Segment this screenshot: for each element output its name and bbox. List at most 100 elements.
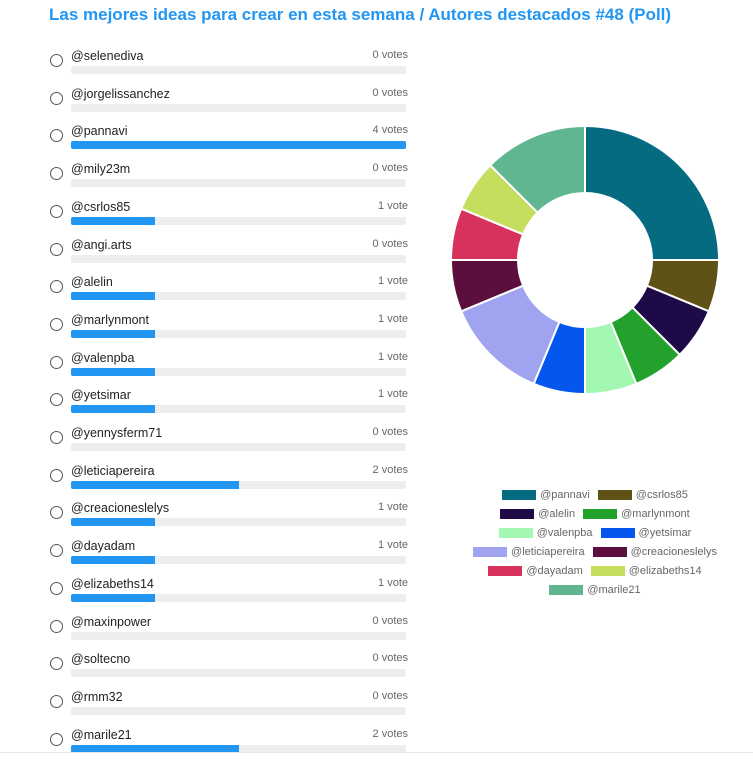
- poll-option[interactable]: @mily23m 0 votes: [50, 161, 408, 191]
- donut-slice[interactable]: [584, 124, 721, 261]
- legend-item[interactable]: @marile21: [549, 583, 641, 596]
- poll-option[interactable]: @jorgelissanchez 0 votes: [50, 86, 408, 116]
- poll-option[interactable]: @dayadam 1 vote: [50, 538, 408, 568]
- vote-bar-track: [71, 593, 406, 602]
- option-radio[interactable]: [50, 204, 63, 218]
- legend-label: @alelin: [538, 507, 576, 520]
- vote-bar-fill: [71, 367, 155, 376]
- legend-label: @marlynmont: [621, 507, 690, 520]
- vote-bar-fill: [71, 141, 406, 150]
- vote-bar-track: [71, 66, 406, 74]
- option-votes: 1 vote: [378, 388, 408, 401]
- poll-option[interactable]: @elizabeths14 1 vote: [50, 576, 408, 606]
- legend-row: @marile21: [450, 583, 740, 596]
- legend-label: @elizabeths14: [628, 564, 702, 577]
- divider: [0, 752, 753, 753]
- legend-swatch: [583, 508, 618, 519]
- option-label: @jorgelissanchez: [71, 86, 170, 101]
- poll-option[interactable]: @valenpba 1 vote: [50, 350, 408, 380]
- vote-bar-fill: [71, 216, 155, 225]
- vote-bar-fill: [71, 518, 155, 527]
- option-label: @elizabeths14: [71, 576, 154, 591]
- poll-option[interactable]: @rmm32 0 votes: [50, 689, 408, 719]
- legend-row: @alelin @marlynmont: [450, 507, 740, 520]
- legend-item[interactable]: @leticiapereira: [473, 545, 585, 558]
- legend-swatch: [590, 565, 625, 576]
- poll-option[interactable]: @marlynmont 1 vote: [50, 312, 408, 342]
- option-radio[interactable]: [50, 54, 63, 67]
- option-label: @yennysferm71: [71, 426, 163, 440]
- option-radio[interactable]: [50, 393, 63, 407]
- legend-item[interactable]: @yetsimar: [600, 526, 691, 539]
- option-votes: 0 votes: [372, 162, 408, 175]
- option-votes: 0 votes: [372, 86, 408, 99]
- legend-item[interactable]: @marlynmont: [583, 507, 690, 520]
- legend-item[interactable]: @elizabeths14: [590, 564, 702, 577]
- option-votes: 1 vote: [378, 350, 408, 363]
- legend-label: @valenpba: [536, 526, 593, 539]
- poll-option[interactable]: @marile21 2 votes: [50, 727, 408, 757]
- poll-option[interactable]: @pannavi 4 votes: [50, 123, 408, 153]
- option-radio[interactable]: [50, 468, 63, 482]
- poll-option[interactable]: @leticiapereira 2 votes: [50, 463, 408, 493]
- donut-chart: [448, 124, 723, 405]
- legend-swatch: [473, 546, 508, 557]
- option-votes: 1 vote: [378, 501, 408, 514]
- option-votes: 4 votes: [372, 124, 408, 137]
- option-radio[interactable]: [50, 167, 63, 181]
- poll-option[interactable]: @angi.arts 0 votes: [50, 237, 408, 267]
- option-votes: 0 votes: [372, 426, 408, 438]
- option-radio[interactable]: [50, 431, 63, 444]
- poll-option[interactable]: @creacioneslelys 1 vote: [50, 500, 408, 530]
- option-radio[interactable]: [50, 657, 63, 671]
- option-radio[interactable]: [50, 694, 63, 708]
- option-votes: 1 vote: [378, 275, 408, 288]
- option-label: @angi.arts: [71, 237, 132, 252]
- vote-bar-track: [71, 744, 406, 753]
- legend-item[interactable]: @dayadam: [488, 564, 583, 577]
- option-radio[interactable]: [50, 732, 63, 746]
- legend-item[interactable]: @creacioneslelys: [592, 545, 717, 558]
- legend-item[interactable]: @alelin: [500, 507, 575, 520]
- vote-bar-fill: [71, 744, 239, 753]
- option-radio[interactable]: [50, 619, 63, 633]
- option-label: @creacioneslelys: [71, 501, 170, 516]
- legend-row: @dayadam @elizabeths14: [450, 564, 740, 577]
- legend-swatch: [500, 508, 535, 519]
- vote-bar-track: [71, 292, 406, 301]
- poll-option[interactable]: @soltecno 0 votes: [50, 651, 408, 681]
- option-label: @soltecno: [71, 652, 131, 667]
- legend-item[interactable]: @csrlos85: [597, 488, 688, 501]
- donut-slice[interactable]: [488, 124, 586, 215]
- option-votes: 2 votes: [372, 727, 408, 740]
- poll-title: Las mejores ideas para crear en esta sem…: [49, 5, 672, 24]
- option-radio[interactable]: [50, 91, 63, 105]
- poll-option[interactable]: @csrlos85 1 vote: [50, 199, 408, 229]
- option-radio[interactable]: [50, 280, 63, 294]
- option-radio[interactable]: [50, 129, 63, 143]
- legend-swatch: [498, 527, 533, 538]
- option-radio[interactable]: [50, 506, 63, 520]
- option-radio[interactable]: [50, 581, 63, 595]
- option-radio[interactable]: [50, 317, 63, 331]
- vote-bar-track: [71, 706, 406, 715]
- poll-option[interactable]: @yetsimar 1 vote: [50, 387, 408, 417]
- vote-bar-track: [71, 405, 406, 414]
- option-radio[interactable]: [50, 242, 63, 256]
- poll-option[interactable]: @alelin 1 vote: [50, 274, 408, 304]
- poll-option[interactable]: @yennysferm71 0 votes: [50, 425, 408, 455]
- option-label: @marlynmont: [71, 312, 149, 327]
- legend-item[interactable]: @valenpba: [498, 526, 593, 539]
- option-votes: 1 vote: [378, 312, 408, 325]
- option-label: @pannavi: [71, 124, 128, 139]
- poll-option[interactable]: @maxinpower 0 votes: [50, 614, 408, 644]
- poll-option[interactable]: @selenediva 0 votes: [50, 48, 408, 78]
- vote-bar-track: [71, 556, 406, 565]
- option-votes: 1 vote: [378, 576, 408, 589]
- option-radio[interactable]: [50, 544, 63, 558]
- option-radio[interactable]: [50, 355, 63, 369]
- legend-swatch: [600, 527, 635, 538]
- legend-item[interactable]: @pannavi: [502, 488, 590, 501]
- legend-swatch: [592, 546, 627, 557]
- legend-swatch: [597, 489, 632, 500]
